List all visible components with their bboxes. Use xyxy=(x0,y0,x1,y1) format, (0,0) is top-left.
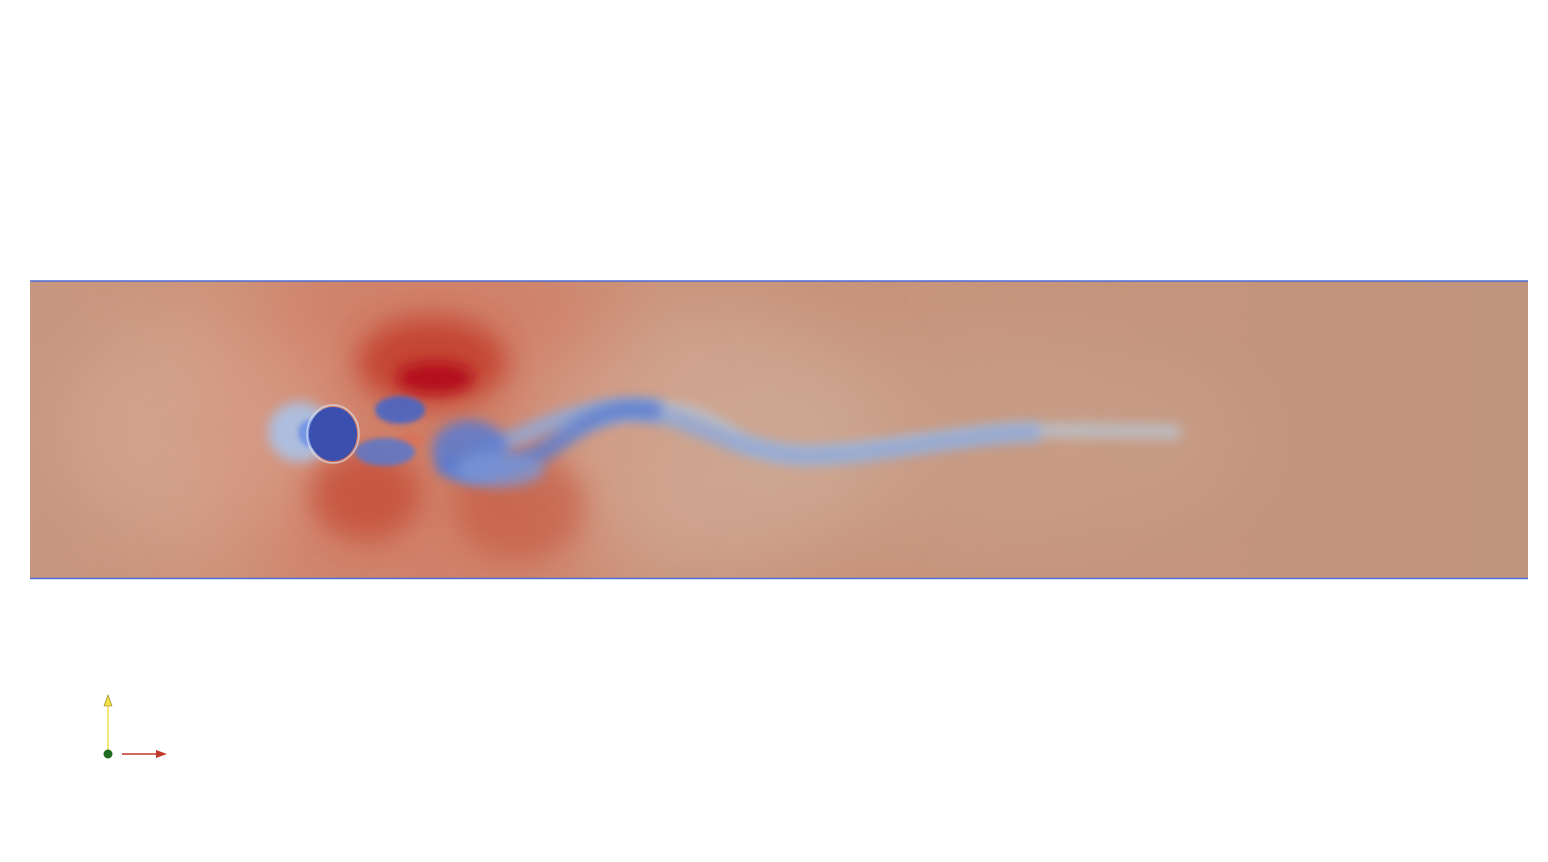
orientation-axes-icon[interactable] xyxy=(103,694,168,759)
vortex-shed-outer xyxy=(455,452,545,488)
velocity-field xyxy=(30,281,1528,579)
upstream-light-zone xyxy=(60,310,340,550)
vortex-upper xyxy=(375,396,425,424)
y-axis-arrow xyxy=(103,694,113,707)
wake-filament xyxy=(467,399,1041,465)
cylinder-obstacle xyxy=(309,407,357,461)
origin-dot xyxy=(103,749,113,759)
vortex-lower xyxy=(355,438,415,466)
cylinder-rim xyxy=(306,404,360,464)
x-axis-arrow xyxy=(156,750,167,758)
high-speed-top-core xyxy=(397,362,473,394)
high-speed-bottom-left xyxy=(310,450,420,540)
downstream-light-zone xyxy=(520,310,880,570)
